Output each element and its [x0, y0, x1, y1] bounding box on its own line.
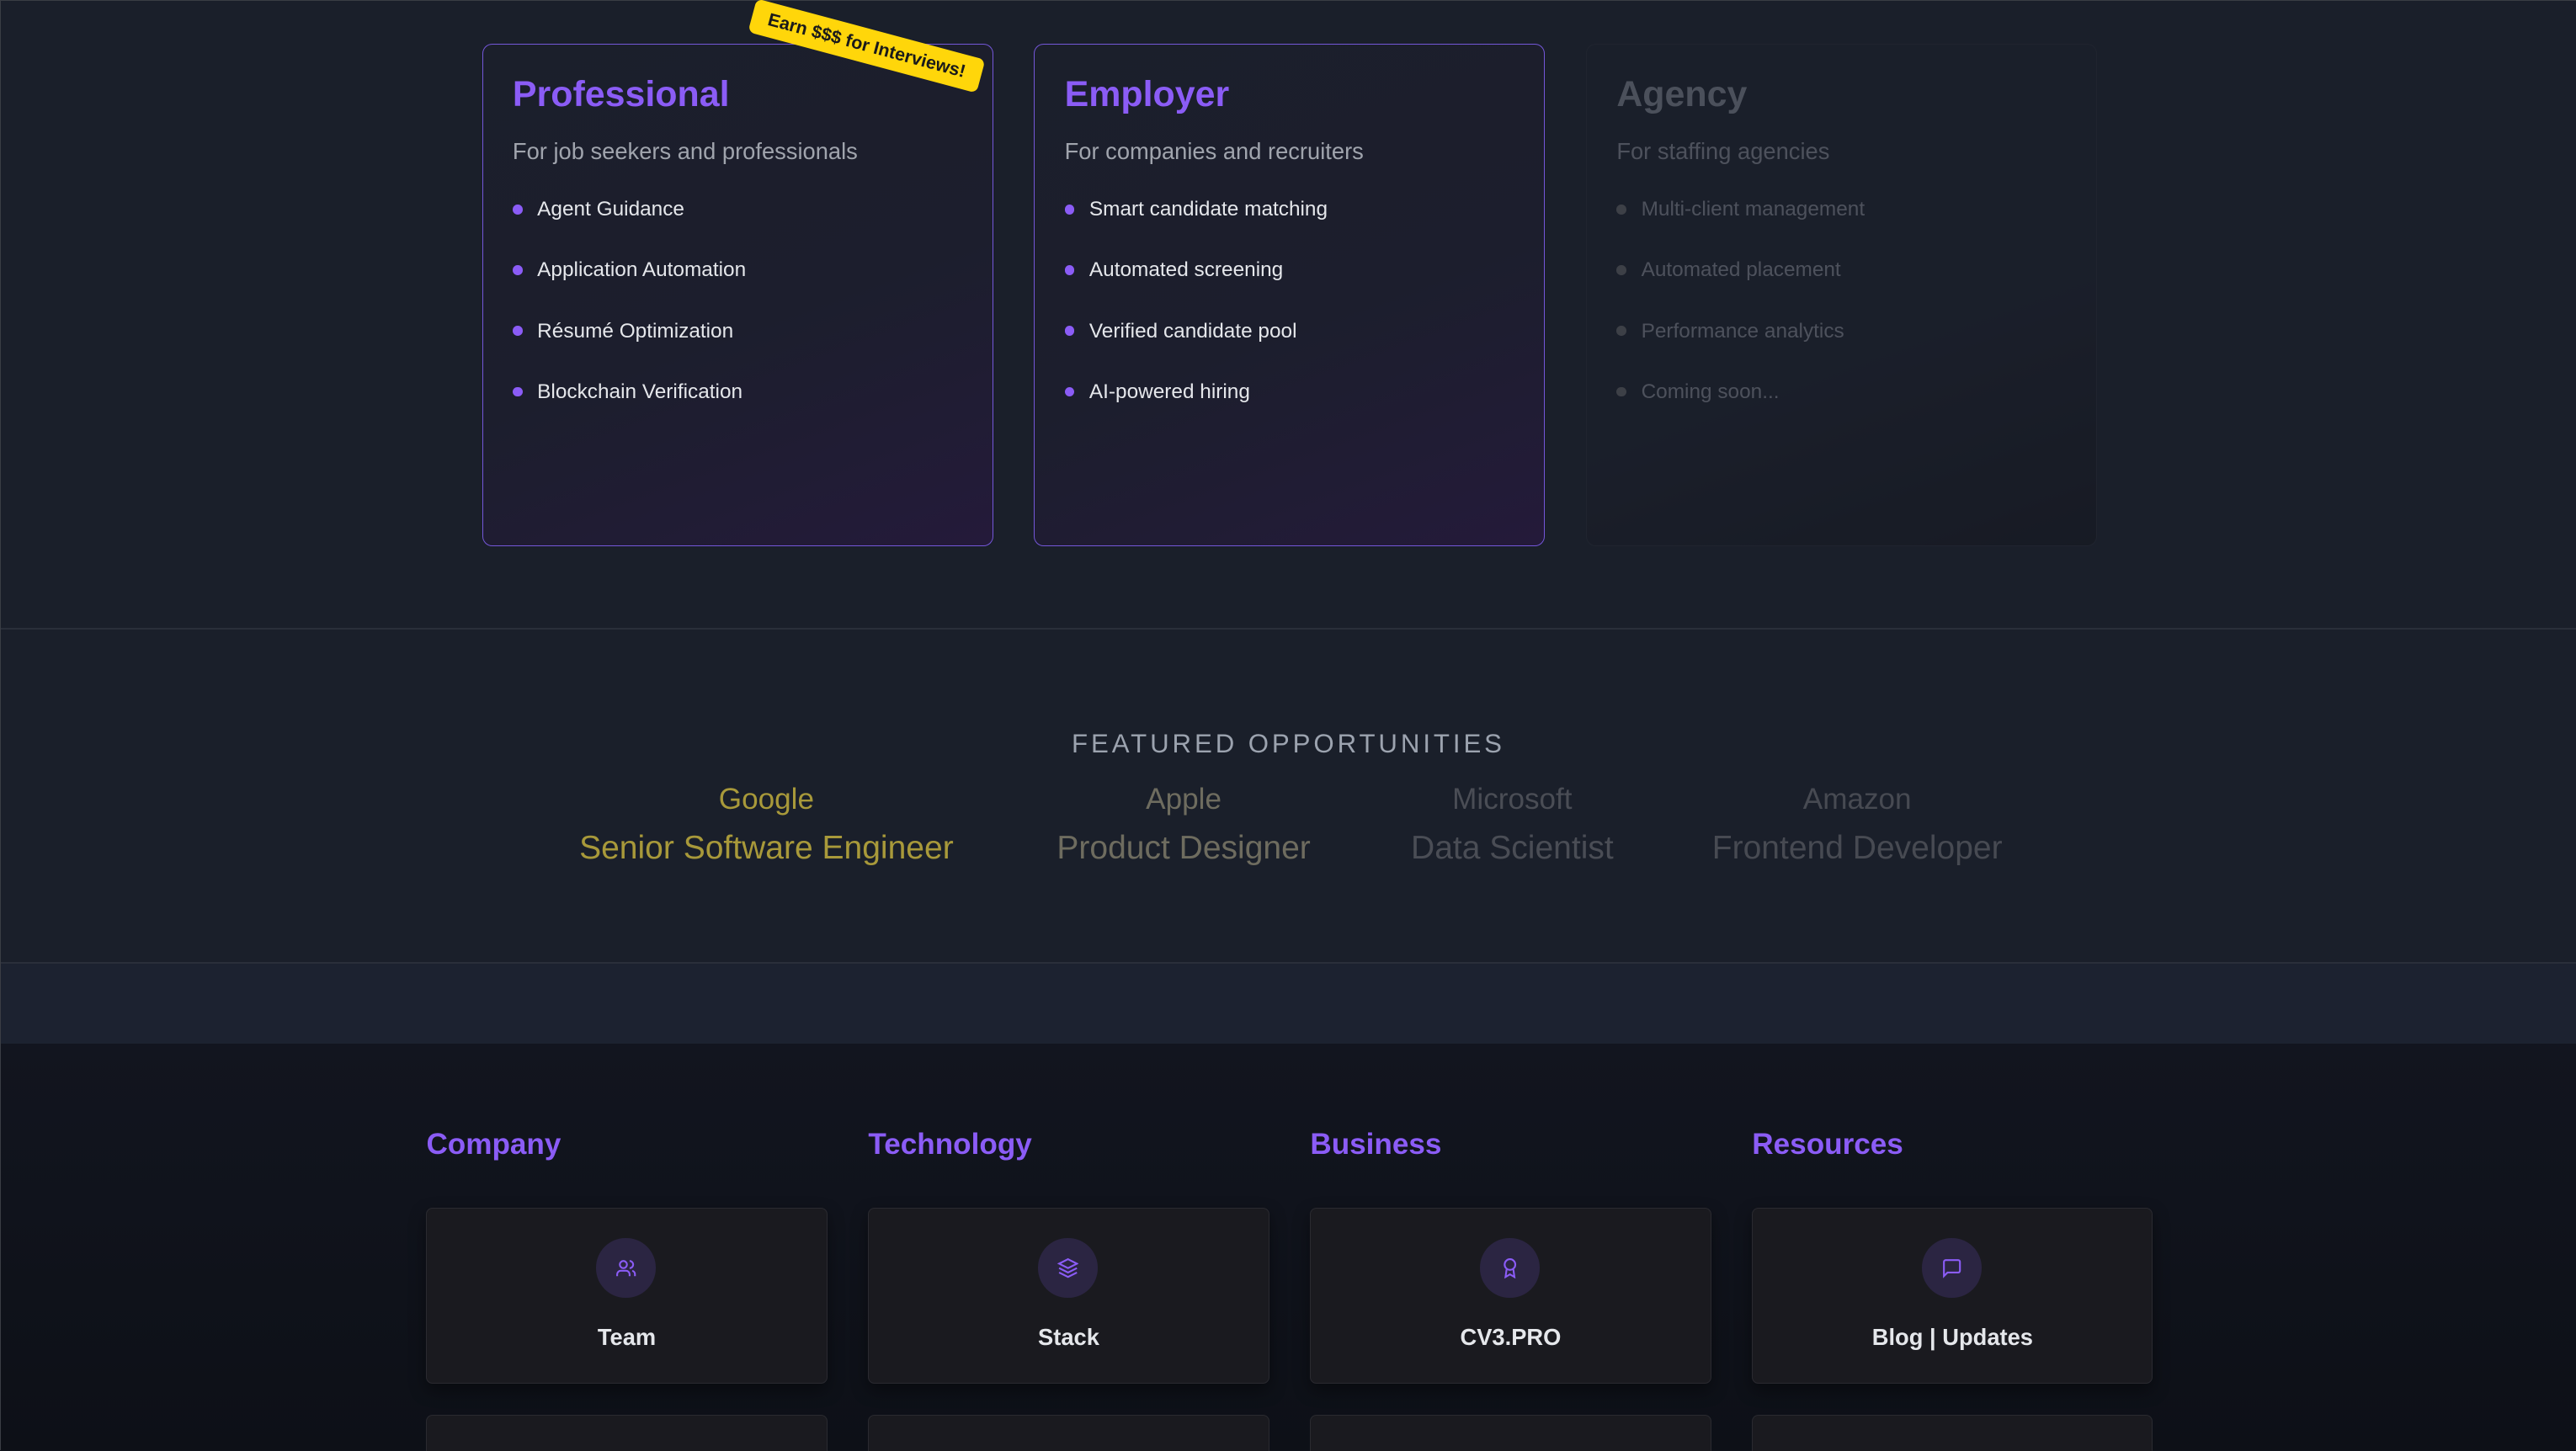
- plan-card-employer[interactable]: Employer For companies and recruiters Sm…: [1034, 43, 1546, 546]
- footer-card-stack[interactable]: Stack: [868, 1208, 1269, 1385]
- bullet-icon: [1064, 265, 1075, 275]
- footer-card-label: Blog | Updates: [1871, 1323, 2033, 1350]
- divider: [1, 628, 2576, 630]
- opportunity-amazon[interactable]: Amazon Frontend Developer: [1711, 782, 2003, 866]
- footer-card-partial[interactable]: [1752, 1415, 2153, 1451]
- feature-item: Verified candidate pool: [1064, 320, 1515, 380]
- feature-item: Multi-client management: [1616, 198, 2067, 258]
- footer-column-business: Business: [1310, 1127, 1442, 1161]
- bullet-icon: [512, 326, 523, 337]
- plan-subtitle: For staffing agencies: [1616, 138, 1830, 165]
- plan-subtitle: For companies and recruiters: [1064, 138, 1364, 165]
- spacer-band: [1, 963, 2576, 1044]
- featured-title: FEATURED OPPORTUNITIES: [1072, 728, 1505, 758]
- bullet-icon: [1064, 204, 1075, 215]
- footer-column-company: Company: [426, 1127, 562, 1161]
- plan-title: Employer: [1064, 73, 1230, 114]
- plan-title: Professional: [512, 73, 730, 114]
- footer: [1, 1044, 2576, 1451]
- plan-card-agency: Agency For staffing agencies Multi-clien…: [1586, 43, 2098, 546]
- feature-item: Coming soon...: [1616, 380, 2067, 441]
- footer-card-blog[interactable]: Blog | Updates: [1752, 1208, 2153, 1385]
- bullet-icon: [1616, 265, 1627, 275]
- bullet-icon: [1616, 204, 1627, 215]
- divider: [1, 961, 2576, 964]
- bullet-icon: [512, 265, 523, 275]
- feature-item: Résumé Optimization: [512, 320, 963, 380]
- layers-icon: [1038, 1238, 1098, 1298]
- bullet-icon: [1064, 326, 1075, 337]
- footer-column-resources: Resources: [1752, 1127, 1903, 1161]
- feature-item: AI-powered hiring: [1064, 380, 1515, 441]
- bullet-icon: [512, 386, 523, 397]
- bullet-icon: [1616, 386, 1627, 397]
- feature-item: Application Automation: [512, 258, 963, 319]
- footer-card-label: CV3.PRO: [1460, 1323, 1562, 1350]
- feature-item: Automated placement: [1616, 258, 2067, 319]
- feature-item: Performance analytics: [1616, 320, 2067, 380]
- footer-card-team[interactable]: Team: [426, 1208, 828, 1385]
- bullet-icon: [1064, 386, 1075, 397]
- footer-card-label: Team: [597, 1323, 657, 1350]
- message-square-icon: [1922, 1238, 1982, 1298]
- users-icon: [596, 1238, 656, 1298]
- footer-column-technology: Technology: [868, 1127, 1032, 1161]
- footer-card-cv3pro[interactable]: CV3.PRO: [1310, 1208, 1711, 1385]
- plan-subtitle: For job seekers and professionals: [512, 138, 858, 165]
- feature-item: Blockchain Verification: [512, 380, 963, 441]
- feature-item: Smart candidate matching: [1064, 198, 1515, 258]
- bullet-icon: [1616, 326, 1627, 337]
- opportunity-google[interactable]: Google Senior Software Engineer: [579, 782, 954, 866]
- footer-card-partial[interactable]: [868, 1415, 1269, 1451]
- footer-card-label: Stack: [1038, 1323, 1099, 1350]
- feature-item: Agent Guidance: [512, 198, 963, 258]
- opportunity-apple[interactable]: Apple Product Designer: [1056, 782, 1311, 866]
- footer-card-partial[interactable]: [1310, 1415, 1711, 1451]
- plan-title: Agency: [1616, 73, 1748, 114]
- footer-card-partial[interactable]: [426, 1415, 828, 1451]
- feature-item: Automated screening: [1064, 258, 1515, 319]
- award-icon: [1480, 1238, 1540, 1298]
- bullet-icon: [512, 204, 523, 215]
- plan-card-professional[interactable]: Professional For job seekers and profess…: [482, 43, 993, 546]
- opportunity-microsoft[interactable]: Microsoft Data Scientist: [1411, 782, 1614, 866]
